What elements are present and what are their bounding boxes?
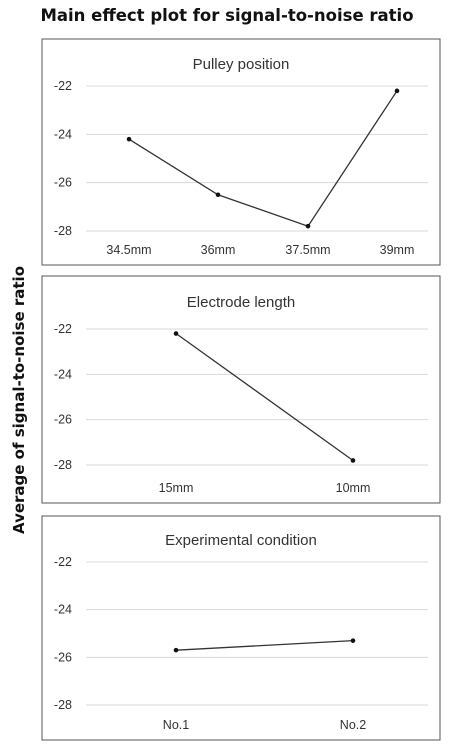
data-point (215, 192, 221, 198)
data-point (350, 638, 356, 643)
x-tick-label: 10mm (336, 481, 371, 495)
x-tick-label: 36mm (201, 243, 236, 257)
data-point (350, 458, 356, 463)
series-line (128, 90, 398, 227)
x-tick-label: No.1 (163, 718, 189, 732)
y-tick-label: -26 (54, 176, 72, 190)
y-tick-label: -28 (54, 698, 72, 712)
data-point (394, 88, 400, 94)
data-point (173, 331, 179, 336)
y-tick-label: -24 (54, 603, 72, 617)
y-tick-label: -24 (54, 127, 72, 141)
series-line (175, 332, 354, 462)
panel-title-electrode-length: Electrode length (187, 294, 295, 311)
panel-title-experimental-condition: Experimental condition (165, 532, 317, 549)
x-tick-label: 34.5mm (106, 243, 151, 257)
data-point (173, 647, 179, 653)
y-tick-label: -24 (54, 367, 72, 381)
panel-title-pulley-position: Pulley position (193, 56, 290, 73)
y-tick-label: -28 (54, 224, 72, 238)
y-tick-label: -28 (54, 458, 72, 472)
series-line (175, 639, 354, 651)
panel-frame (41, 275, 441, 504)
chart-panel: -22 -24 -26 -28 Electrode length 15mm 10mm (41, 275, 441, 504)
x-tick-label: 39mm (380, 243, 415, 257)
y-tick-label: -26 (54, 413, 72, 427)
y-tick-label: -22 (54, 79, 72, 93)
panel-frame (41, 38, 441, 266)
figure-title: Main effect plot for signal-to-noise rat… (40, 6, 414, 25)
x-tick-label: 37.5mm (285, 243, 330, 257)
y-tick-label: -22 (54, 555, 72, 569)
data-point (305, 223, 311, 229)
y-tick-label: -22 (54, 322, 72, 336)
data-point (126, 136, 132, 142)
chart-panel: -22 -24 -26 -28 Experimental condition No.1 No… (41, 515, 441, 741)
panel-frame (41, 515, 441, 741)
y-tick-label: -26 (54, 650, 72, 664)
x-tick-label: 15mm (159, 481, 194, 495)
x-tick-label: No.2 (340, 718, 366, 732)
chart-panel: -22 -24 -26 -28 Pulley position 34.5mm 36mm 37.… (41, 38, 441, 266)
